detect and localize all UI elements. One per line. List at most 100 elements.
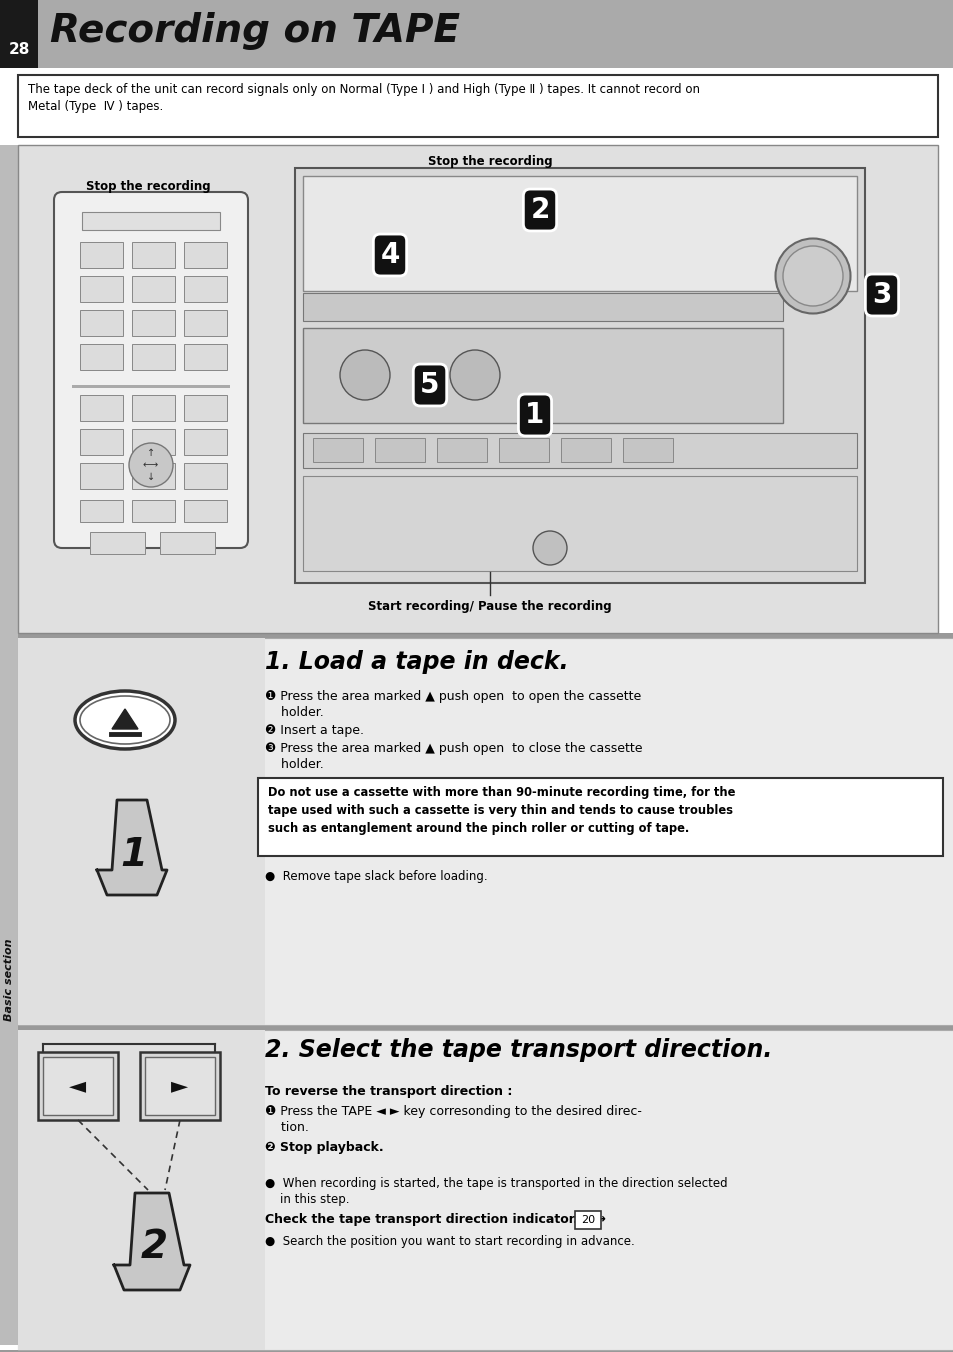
Bar [303,329,782,423]
Bar [294,168,864,583]
Bar [82,212,220,230]
Bar [560,438,610,462]
Text: ►: ► [172,1076,189,1096]
Bar [132,500,174,522]
Bar [18,1030,953,1351]
Bar [375,438,424,462]
Text: 2: 2 [140,1228,168,1265]
Polygon shape [113,1192,190,1290]
Ellipse shape [775,238,850,314]
Bar [303,176,856,291]
Text: Check the tape transport direction indicator.    →: Check the tape transport direction indic… [265,1213,605,1226]
Text: holder.: holder. [265,758,323,771]
Text: in this step.: in this step. [265,1192,349,1206]
Ellipse shape [339,350,390,400]
Bar [18,638,953,1025]
Bar [132,395,174,420]
Bar [80,242,123,268]
Text: Metal (Type  Ⅳ ) tapes.: Metal (Type Ⅳ ) tapes. [28,100,163,114]
Bar [145,1057,214,1115]
Bar [184,500,227,522]
Ellipse shape [782,246,842,306]
Bar [303,293,782,320]
Ellipse shape [75,691,174,749]
Bar [498,438,548,462]
Bar [0,145,18,1345]
Bar [18,1025,953,1030]
Text: Start recording/ Pause the recording: Start recording/ Pause the recording [368,600,611,612]
Text: ❶ Press the area marked ▲ push open  to open the cassette: ❶ Press the area marked ▲ push open to o… [265,690,640,703]
Bar [184,395,227,420]
Text: Do not use a cassette with more than 90-minute recording time, for the
tape used: Do not use a cassette with more than 90-… [268,786,735,836]
Bar [622,438,672,462]
Bar [80,500,123,522]
Text: ●  Search the position you want to start recording in advance.: ● Search the position you want to start … [265,1234,634,1248]
Bar [90,531,145,554]
Text: 4: 4 [380,241,399,269]
Bar [18,638,953,1025]
FancyBboxPatch shape [54,192,248,548]
Bar [132,462,174,489]
Bar [184,242,227,268]
Bar [18,145,937,633]
Bar [80,276,123,301]
Bar [184,310,227,337]
Bar [184,429,227,456]
Bar [18,633,953,638]
Text: ◄: ◄ [70,1076,87,1096]
Ellipse shape [80,696,170,744]
Bar [184,276,227,301]
Bar [257,777,942,856]
Bar [132,429,174,456]
Polygon shape [97,800,167,895]
Text: 1. Load a tape in deck.: 1. Load a tape in deck. [265,650,568,675]
Text: The tape deck of the unit can record signals only on Normal (Type Ⅰ ) and High (: The tape deck of the unit can record sig… [28,82,700,96]
Bar [80,429,123,456]
Bar [132,276,174,301]
Bar [140,1052,220,1119]
Text: ❶ Press the TAPE ◄ ► key corresonding to the desired direc-: ❶ Press the TAPE ◄ ► key corresonding to… [265,1105,641,1118]
Bar [43,1057,112,1115]
Bar [184,343,227,370]
Bar [80,343,123,370]
Bar [18,1030,953,1351]
Bar [313,438,363,462]
Text: 1: 1 [120,836,148,873]
Bar [18,638,265,1025]
Text: Recording on TAPE: Recording on TAPE [50,12,459,50]
Bar [575,1211,600,1229]
Bar [436,438,486,462]
Text: ●  Remove tape slack before loading.: ● Remove tape slack before loading. [265,869,487,883]
Bar [0,1351,953,1352]
Ellipse shape [533,531,566,565]
Text: tion.: tion. [265,1121,309,1134]
Bar [80,462,123,489]
Text: Basic section: Basic section [4,938,14,1021]
Bar [71,385,230,388]
Bar [0,0,953,68]
Text: 28: 28 [9,42,30,58]
Bar [303,433,856,468]
Bar [303,476,856,571]
Text: 20: 20 [580,1215,595,1225]
Text: ❸ Press the area marked ▲ push open  to close the cassette: ❸ Press the area marked ▲ push open to c… [265,742,641,754]
Bar [132,343,174,370]
Text: ❷ Insert a tape.: ❷ Insert a tape. [265,725,364,737]
Ellipse shape [129,443,172,487]
Text: To reverse the transport direction :: To reverse the transport direction : [265,1086,512,1098]
Text: ●  When recording is started, the tape is transported in the direction selected: ● When recording is started, the tape is… [265,1178,727,1190]
Bar [160,531,214,554]
Text: ↑
←→
↓: ↑ ←→ ↓ [143,449,159,481]
Bar [0,0,38,68]
Polygon shape [112,708,138,729]
Bar [132,310,174,337]
Ellipse shape [450,350,499,400]
Text: holder.: holder. [265,706,323,719]
Text: 3: 3 [871,281,891,310]
Text: Stop the recording: Stop the recording [86,180,210,193]
Text: Stop the recording: Stop the recording [427,155,552,168]
Text: 2: 2 [530,196,549,224]
Bar [132,242,174,268]
Text: 5: 5 [420,370,439,399]
Bar [80,310,123,337]
